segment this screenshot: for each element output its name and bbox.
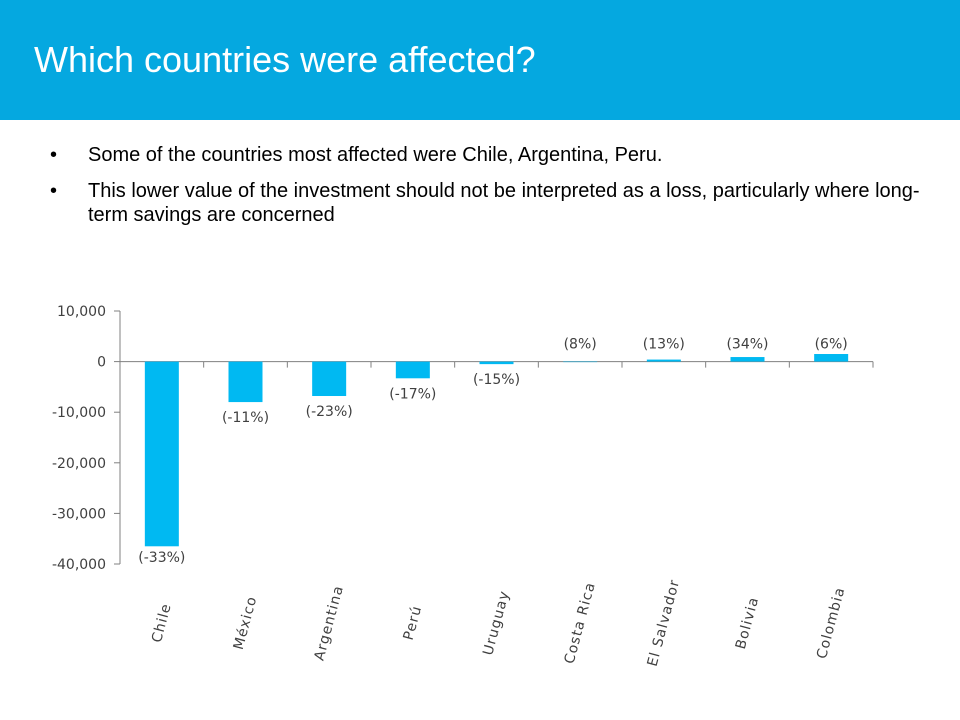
x-tick-label: Chile bbox=[149, 602, 175, 645]
x-tick-label: México bbox=[231, 594, 261, 651]
data-label: (34%) bbox=[726, 337, 768, 353]
title-banner: Which countries were affected? bbox=[0, 0, 960, 120]
data-label: (-11%) bbox=[222, 410, 269, 426]
bar bbox=[312, 361, 347, 397]
bullet-dot-icon: • bbox=[50, 144, 58, 166]
x-tick-label: Costa Rica bbox=[562, 580, 599, 665]
data-label: (-17%) bbox=[389, 386, 436, 402]
y-tick-label: 0 bbox=[97, 355, 106, 371]
y-tick-label: -10,000 bbox=[52, 405, 106, 421]
x-tick-label: Perú bbox=[401, 604, 426, 642]
x-tick-label: Bolivia bbox=[733, 595, 762, 651]
bullet-list: • Some of the countries most affected we… bbox=[48, 143, 928, 239]
y-tick-label: -20,000 bbox=[52, 456, 106, 472]
bar bbox=[563, 361, 598, 363]
data-label: (6%) bbox=[815, 337, 848, 353]
bar bbox=[730, 357, 765, 362]
data-label: (-33%) bbox=[138, 550, 185, 566]
x-tick-label: Uruguay bbox=[480, 589, 513, 657]
slide-title: Which countries were affected? bbox=[34, 39, 536, 80]
bar bbox=[646, 359, 681, 362]
x-tick-label: Colombia bbox=[814, 585, 849, 660]
bullet-text: This lower value of the investment shoul… bbox=[88, 180, 920, 226]
bullet-dot-icon: • bbox=[50, 180, 58, 202]
bar bbox=[479, 361, 514, 365]
bullet-item: • This lower value of the investment sho… bbox=[48, 179, 928, 227]
data-label: (8%) bbox=[564, 337, 597, 353]
y-tick-label: -30,000 bbox=[52, 506, 106, 522]
x-tick-label: El Salvador bbox=[645, 578, 684, 669]
bullet-item: • Some of the countries most affected we… bbox=[48, 143, 928, 167]
x-tick-label: Argentina bbox=[312, 584, 347, 663]
y-tick-label: 10,000 bbox=[57, 304, 106, 320]
data-label: (13%) bbox=[643, 337, 685, 353]
data-label: (-23%) bbox=[306, 404, 353, 420]
y-tick-label: -40,000 bbox=[52, 557, 106, 573]
bullet-text: Some of the countries most affected were… bbox=[88, 144, 663, 166]
bar-chart: 10,000 0 -10,000 -20,000 -30,000 -40,000 (-33%… bbox=[52, 304, 874, 669]
bar bbox=[144, 361, 179, 547]
bar bbox=[395, 361, 430, 379]
bar bbox=[228, 361, 263, 403]
bar bbox=[814, 354, 849, 362]
data-label: (-15%) bbox=[473, 372, 520, 388]
